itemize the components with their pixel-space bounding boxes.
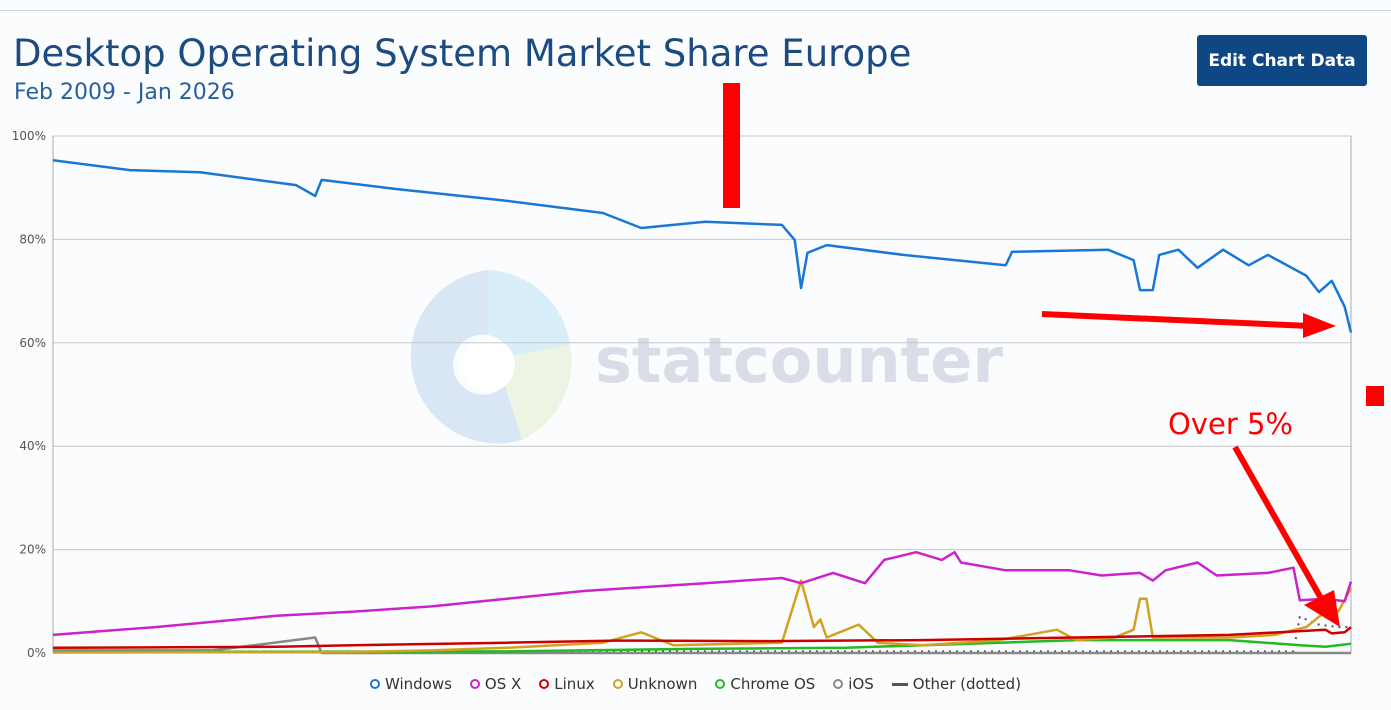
legend-marker-icon xyxy=(369,679,380,689)
top-divider xyxy=(0,10,1391,11)
red-marker-bar xyxy=(723,83,740,208)
legend-label: Unknown xyxy=(627,675,698,693)
legend-label: Other (dotted) xyxy=(912,675,1022,693)
y-tick-label: 40% xyxy=(19,439,46,453)
annotation-marks xyxy=(723,83,1384,627)
legend-label: iOS xyxy=(848,675,874,693)
series-line-unknown[interactable] xyxy=(52,579,1353,654)
series-line-other-dotted-[interactable] xyxy=(53,615,1351,653)
y-tick-label: 0% xyxy=(27,646,46,660)
legend-label: OS X xyxy=(484,675,522,693)
arrow-line xyxy=(1041,311,1311,329)
legend-marker-icon xyxy=(612,679,623,689)
series-line-windows[interactable] xyxy=(52,159,1353,333)
legend-marker-icon xyxy=(833,679,844,689)
legend-marker-icon xyxy=(469,679,480,689)
legend-item[interactable]: OS X xyxy=(469,675,522,693)
arrow-head-icon xyxy=(1303,313,1336,338)
y-tick-label: 20% xyxy=(19,543,46,557)
series-line-chrome-os[interactable] xyxy=(52,638,1352,654)
legend-item[interactable]: iOS xyxy=(833,675,874,693)
chart-legend: Windows OS X Linux Unknown Chrome OS iOS Other… xyxy=(0,675,1391,693)
date-range: Feb 2009 - Jan 2026 xyxy=(14,80,235,105)
legend-label: Chrome OS xyxy=(730,675,816,693)
edit-chart-data-button[interactable]: Edit Chart Data xyxy=(1197,35,1367,86)
legend-marker-icon xyxy=(539,679,550,689)
legend-item[interactable]: Chrome OS xyxy=(715,675,815,693)
legend-label: Linux xyxy=(554,675,595,693)
legend-marker-icon xyxy=(891,682,908,686)
arrow-line xyxy=(1232,445,1325,602)
legend-item[interactable]: Windows xyxy=(369,675,452,693)
series-line-os-x[interactable] xyxy=(52,550,1353,637)
legend-marker-icon xyxy=(715,679,726,689)
annotation-text: Over 5% xyxy=(1168,407,1293,441)
y-tick-label: 80% xyxy=(19,232,46,246)
legend-item[interactable]: Unknown xyxy=(612,675,698,693)
legend-label: Windows xyxy=(384,675,452,693)
y-tick-label: 60% xyxy=(19,336,46,350)
arrow-head-icon xyxy=(1304,590,1340,627)
legend-item[interactable]: Linux xyxy=(539,675,595,693)
red-marker-square xyxy=(1366,386,1384,406)
watermark-text: statcounter xyxy=(595,324,1003,397)
legend-item[interactable]: Other (dotted) xyxy=(891,675,1022,693)
series-line-ios[interactable] xyxy=(53,636,1351,655)
statcounter-watermark: statcounter xyxy=(410,270,1003,444)
page-title: Desktop Operating System Market Share Eu… xyxy=(13,32,912,75)
series-line-linux[interactable] xyxy=(52,626,1352,650)
y-tick-label: 100% xyxy=(12,129,46,143)
